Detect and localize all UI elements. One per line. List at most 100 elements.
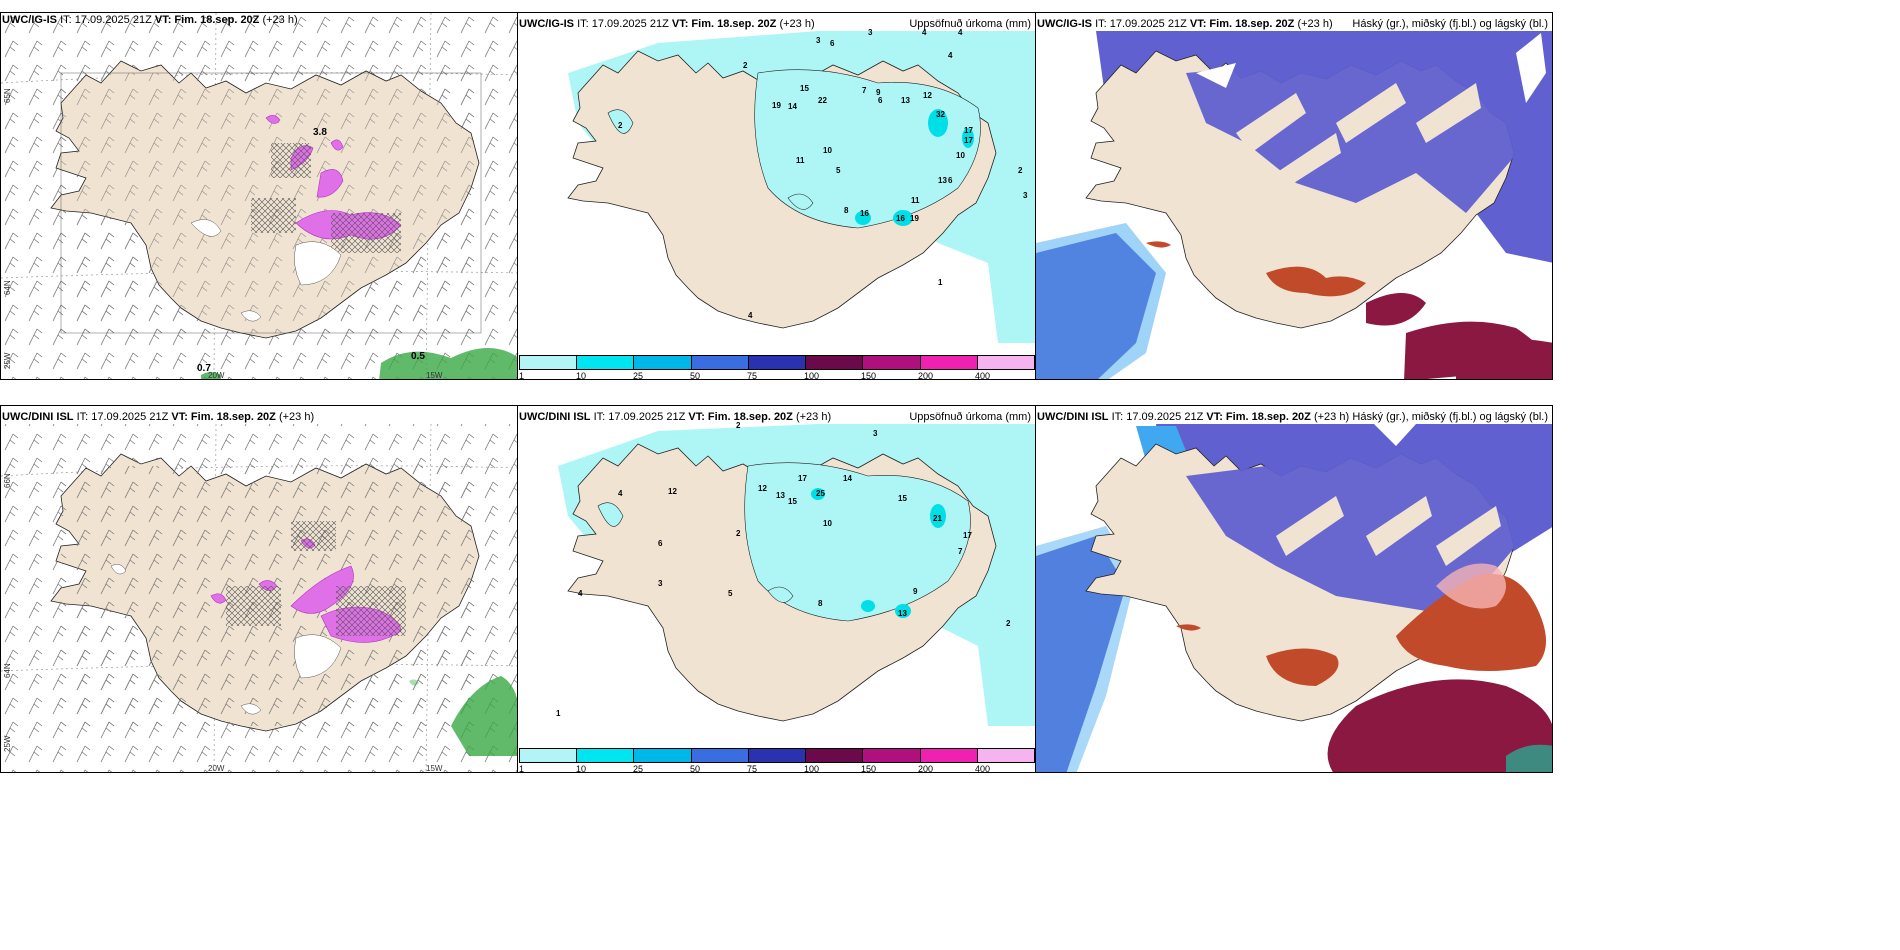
value-label: 3.8	[313, 127, 327, 138]
panel-legend-title: Uppsöfnuð úrkoma (mm)	[909, 411, 1031, 423]
lat-label: 65N	[3, 88, 12, 103]
svg-text:25: 25	[816, 489, 825, 498]
svg-text:16: 16	[896, 214, 905, 223]
svg-text:4: 4	[922, 28, 927, 37]
svg-text:14: 14	[788, 102, 797, 111]
lat-label: 64N	[3, 663, 12, 678]
colorbar-cell	[863, 356, 921, 369]
svg-text:11: 11	[796, 156, 805, 165]
low-cloud-red	[1146, 241, 1552, 379]
value-label: 0.5	[411, 351, 425, 362]
svg-text:14: 14	[843, 474, 852, 483]
svg-text:3: 3	[873, 429, 878, 438]
svg-text:9: 9	[876, 88, 881, 97]
panel-legend-title: Uppsöfnuð úrkoma (mm)	[909, 18, 1031, 30]
colorbar-cell	[806, 356, 864, 369]
colorbar-cell	[977, 356, 1034, 369]
precip-value-labels: 2 3 6 4 3 4 4 12 6 7 9 13 32 17 17 10 11…	[618, 28, 1028, 320]
svg-text:4: 4	[958, 28, 963, 37]
precip-map: 2 3 4 12 12 13 15 17 25 14 15 21 17 10 7…	[518, 421, 1035, 746]
svg-text:1: 1	[938, 278, 943, 287]
svg-text:19: 19	[910, 214, 919, 223]
lon-label: 20W	[208, 371, 225, 380]
svg-text:2: 2	[736, 421, 741, 430]
colorbar-cell	[634, 356, 692, 369]
lat-label: 64N	[3, 280, 12, 295]
panel-title: UWC/IG-IS IT: 17.09.2025 21Z VT: Fim. 18…	[2, 14, 298, 26]
svg-text:2: 2	[736, 529, 741, 538]
precip-map: 2 3 6 4 3 4 4 12 6 7 9 13 32 17 17 10 11…	[518, 28, 1035, 353]
colorbar-cell	[806, 749, 864, 762]
svg-text:11: 11	[911, 196, 920, 205]
lon-label: 15W	[426, 371, 443, 380]
panel-title: UWC/DINI ISL IT: 17.09.2025 21Z VT: Fim.…	[1037, 411, 1350, 423]
svg-text:15: 15	[898, 494, 907, 503]
svg-text:10: 10	[823, 519, 832, 528]
svg-text:2: 2	[1006, 619, 1011, 628]
svg-text:3: 3	[1023, 191, 1028, 200]
svg-text:5: 5	[836, 166, 841, 175]
colorbar-cell	[920, 749, 978, 762]
svg-text:17: 17	[964, 136, 973, 145]
svg-text:3: 3	[658, 579, 663, 588]
svg-text:13: 13	[901, 96, 910, 105]
panel-title: UWC/DINI ISL IT: 17.09.2025 21Z VT: Fim.…	[2, 411, 315, 423]
panel-precip-ig-is: UWC/IG-IS IT: 17.09.2025 21Z VT: Fim. 18…	[517, 12, 1036, 380]
wind-map	[1, 423, 517, 772]
svg-text:16: 16	[860, 209, 869, 218]
svg-text:2: 2	[1018, 166, 1023, 175]
lon-label: 25W	[3, 352, 12, 369]
svg-text:9: 9	[913, 587, 918, 596]
svg-text:17: 17	[963, 531, 972, 540]
colorbar-cell	[577, 749, 635, 762]
svg-text:6: 6	[878, 96, 883, 105]
svg-text:15: 15	[800, 84, 809, 93]
panel-title: UWC/IG-IS IT: 17.09.2025 21Z VT: Fim. 18…	[1037, 18, 1333, 30]
panel-legend-title: Háský (gr.), miðský (fj.bl.) og lágský (…	[1352, 411, 1548, 423]
svg-text:6: 6	[830, 39, 835, 48]
svg-text:17: 17	[964, 126, 973, 135]
precip-colorbar	[519, 748, 1035, 763]
no-precip-white	[190, 219, 342, 322]
colorbar-cell	[577, 356, 635, 369]
colorbar-cell	[691, 356, 749, 369]
svg-text:32: 32	[936, 110, 945, 119]
svg-text:19: 19	[772, 101, 781, 110]
svg-text:13: 13	[898, 609, 907, 618]
colorbar-cell	[748, 749, 807, 762]
svg-text:15: 15	[788, 497, 797, 506]
colorbar-cell	[691, 749, 749, 762]
svg-text:8: 8	[818, 599, 823, 608]
lon-label: 15W	[426, 764, 443, 773]
svg-text:2: 2	[743, 61, 748, 70]
lat-label: 66N	[3, 473, 12, 488]
svg-text:4: 4	[748, 311, 753, 320]
colorbar-cell	[520, 749, 578, 762]
svg-text:10: 10	[823, 146, 832, 155]
colorbar-cell	[920, 356, 978, 369]
svg-text:12: 12	[758, 484, 767, 493]
colorbar-cell	[748, 356, 807, 369]
green-precip	[201, 348, 517, 379]
lon-label: 25W	[3, 735, 12, 752]
colorbar-labels: 1 10 25 50 75 100 150 200 400	[519, 764, 991, 773]
svg-text:17: 17	[798, 474, 807, 483]
svg-text:3: 3	[816, 36, 821, 45]
svg-text:12: 12	[668, 487, 677, 496]
wind-map: 3.8 0.7 0.5	[1, 13, 517, 379]
lon-label: 20W	[208, 764, 225, 773]
snow-hatch	[251, 143, 401, 253]
svg-text:4: 4	[618, 489, 623, 498]
svg-text:13: 13	[938, 176, 947, 185]
svg-text:22: 22	[818, 96, 827, 105]
svg-text:1: 1	[556, 709, 561, 718]
precip-colorbar	[519, 355, 1035, 370]
colorbar-cell	[520, 356, 578, 369]
cloud-map	[1036, 31, 1552, 379]
panel-wind-ig-is: UWC/IG-IS IT: 17.09.2025 21Z VT: Fim. 18…	[0, 12, 518, 380]
value-label: 0.7	[197, 363, 211, 374]
panel-title: UWC/IG-IS IT: 17.09.2025 21Z VT: Fim. 18…	[519, 18, 815, 30]
svg-text:2: 2	[618, 121, 623, 130]
svg-text:6: 6	[948, 176, 953, 185]
svg-text:3: 3	[868, 28, 873, 37]
